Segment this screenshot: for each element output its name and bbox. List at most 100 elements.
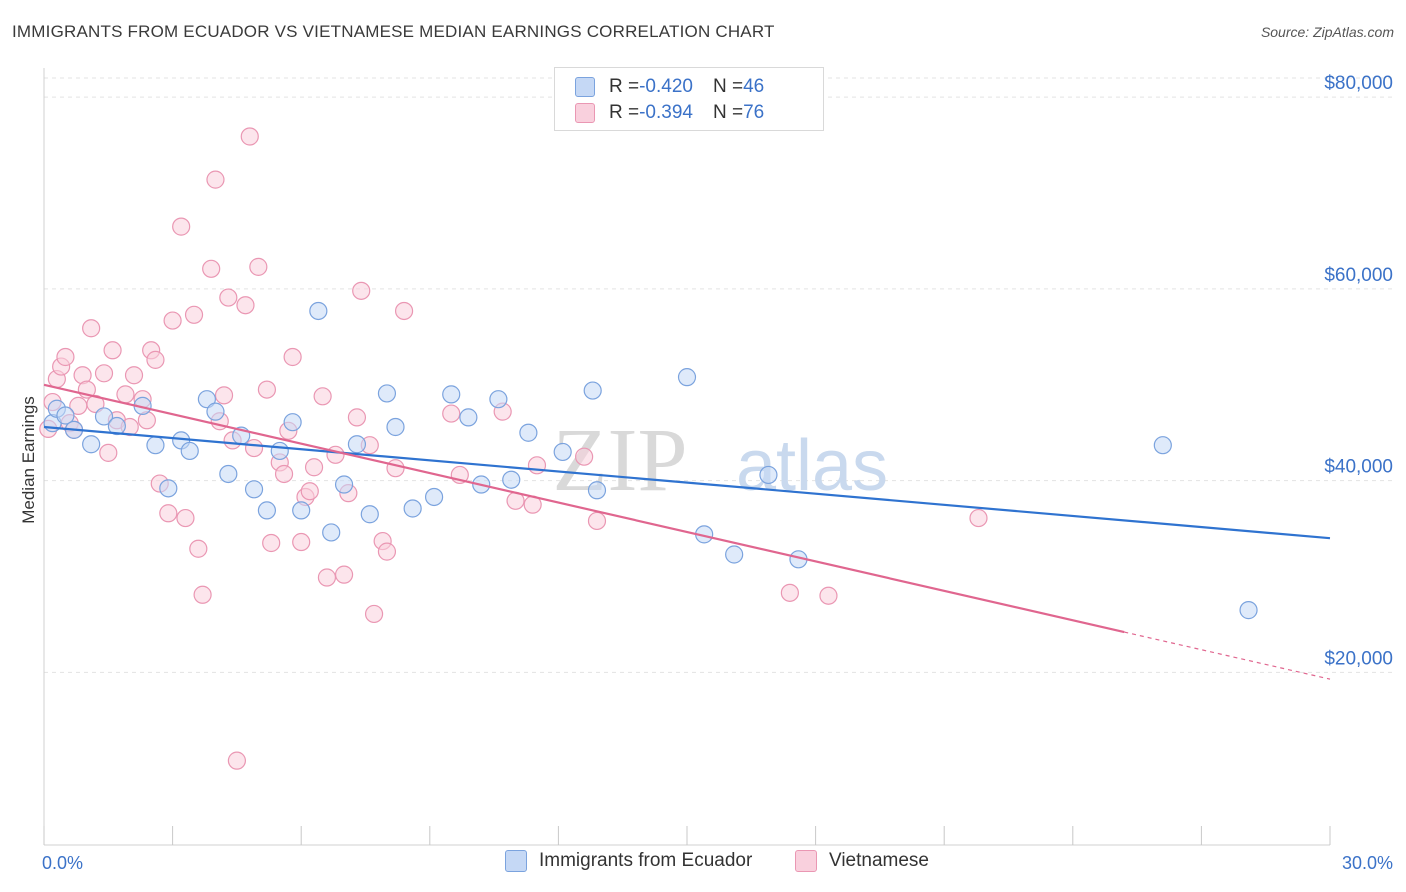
ecuador-point-23 [334, 475, 354, 494]
ecuador-r-value: -0.420 [639, 76, 693, 97]
vietnamese-point-65 [442, 404, 461, 423]
vietnamese-point-4 [56, 347, 75, 367]
vietnamese-n-value: 76 [743, 102, 765, 123]
trend-lines [43, 383, 1331, 680]
y-tick-label-3: $80,000 [1324, 73, 1393, 94]
vietnamese-point-52 [313, 387, 332, 406]
ecuador-swatch [575, 77, 595, 97]
y-tick-label-0: $20,000 [1324, 648, 1393, 669]
axes [43, 68, 1331, 846]
vietnamese-point-16 [116, 385, 135, 404]
y-tick-labels: $20,000 $40,000 $60,000 $80,000 [1324, 73, 1393, 669]
ecuador-point-8 [146, 436, 165, 455]
legend-swatch-ecuador [505, 850, 527, 872]
ecuador-point-9 [159, 479, 178, 498]
vietnamese-trend-line [43, 383, 1125, 634]
vietnamese-point-40 [244, 438, 264, 458]
vietnamese-point-64 [394, 301, 414, 321]
vietnamese-point-55 [334, 565, 354, 584]
vietnamese-point-45 [274, 464, 294, 484]
vietnamese-point-27 [176, 508, 195, 528]
vietnamese-point-57 [347, 408, 367, 427]
y-tick-label-2: $60,000 [1324, 265, 1393, 286]
legend-item-ecuador[interactable]: Immigrants from Ecuador [505, 850, 752, 872]
vietnamese-point-42 [257, 380, 277, 399]
y-tick-label-1: $40,000 [1324, 457, 1393, 478]
ecuador-point-21 [309, 301, 328, 321]
ecuador-n-label: N = [712, 76, 744, 97]
ecuador-point-34 [502, 470, 521, 489]
vietnamese-point-47 [283, 347, 302, 367]
x-tick-label-min: 0.0% [42, 853, 83, 873]
legend-label-vietnamese: Vietnamese [829, 850, 929, 871]
vietnamese-point-41 [249, 257, 268, 276]
vietnamese-swatch [575, 103, 595, 123]
ecuador-point-6 [107, 416, 126, 436]
ecuador-point-14 [219, 464, 238, 484]
vietnamese-r-value: -0.394 [639, 102, 693, 123]
vietnamese-point-60 [364, 604, 384, 624]
vietnamese-point-32 [206, 170, 225, 189]
legend-item-vietnamese[interactable]: Vietnamese [795, 850, 929, 872]
ecuador-point-45 [1239, 601, 1258, 620]
ecuador-point-37 [583, 381, 602, 400]
vietnamese-point-72 [587, 511, 607, 531]
ecuador-point-38 [587, 481, 607, 500]
vietnamese-point-35 [219, 288, 238, 307]
vietnamese-point-63 [386, 459, 405, 478]
ecuador-r-label: R = [609, 76, 640, 97]
ecuador-point-17 [257, 501, 277, 520]
ecuador-points [43, 301, 1258, 620]
ecuador-point-28 [403, 499, 422, 518]
chart-title: IMMIGRANTS FROM ECUADOR VS VIETNAMESE ME… [12, 22, 775, 41]
series-legend: Immigrants from Ecuador Vietnamese [0, 850, 1406, 878]
ecuador-point-11 [180, 441, 199, 461]
ecuador-point-42 [759, 465, 778, 485]
ecuador-point-36 [553, 442, 572, 462]
vietnamese-point-70 [527, 456, 547, 475]
chart-source: Source: ZipAtlas.com [1260, 24, 1394, 40]
ecuador-point-30 [442, 385, 461, 404]
vietnamese-point-25 [163, 311, 182, 330]
vietnamese-point-43 [262, 533, 281, 553]
vietnamese-point-37 [227, 751, 246, 770]
vietnamese-point-50 [300, 482, 319, 501]
ecuador-point-2 [56, 406, 75, 425]
vietnamese-point-10 [82, 319, 101, 338]
y-axis-label: Median Earnings [19, 396, 38, 524]
vietnamese-point-28 [184, 305, 204, 324]
vietnamese-point-58 [352, 281, 371, 300]
legend-swatch-vietnamese [795, 850, 817, 872]
stats-row-vietnamese: R = -0.394 N = 76 [575, 100, 764, 126]
vietnamese-point-14 [103, 341, 122, 360]
ecuador-point-20 [292, 501, 311, 520]
vietnamese-point-39 [240, 127, 259, 146]
vietnamese-point-12 [94, 364, 114, 383]
ecuador-point-19 [283, 413, 302, 432]
vietnamese-point-31 [202, 259, 221, 278]
watermark: ZIP atlas [553, 411, 889, 510]
ecuador-point-5 [94, 407, 114, 426]
vietnamese-point-51 [304, 458, 324, 477]
ecuador-point-35 [519, 423, 538, 442]
grid-lines [44, 77, 1393, 673]
ecuador-point-25 [360, 505, 379, 524]
vietnamese-trend-extension [1124, 631, 1331, 680]
ecuador-point-26 [377, 384, 397, 403]
ecuador-point-18 [270, 441, 289, 461]
ecuador-point-27 [386, 417, 405, 437]
ecuador-point-22 [322, 523, 341, 542]
vietnamese-n-label: N = [712, 102, 744, 123]
ecuador-trend-line [43, 425, 1331, 540]
ecuador-point-41 [725, 545, 744, 564]
vietnamese-point-38 [236, 296, 255, 315]
ecuador-point-24 [347, 435, 367, 454]
watermark-zip: ZIP [553, 411, 688, 510]
vietnamese-point-48 [292, 532, 311, 552]
vietnamese-r-label: R = [609, 102, 640, 123]
vietnamese-point-71 [575, 447, 594, 466]
stats-row-ecuador: R = -0.420 N = 46 [575, 74, 764, 100]
vietnamese-point-53 [317, 568, 337, 587]
vietnamese-point-26 [172, 217, 191, 236]
